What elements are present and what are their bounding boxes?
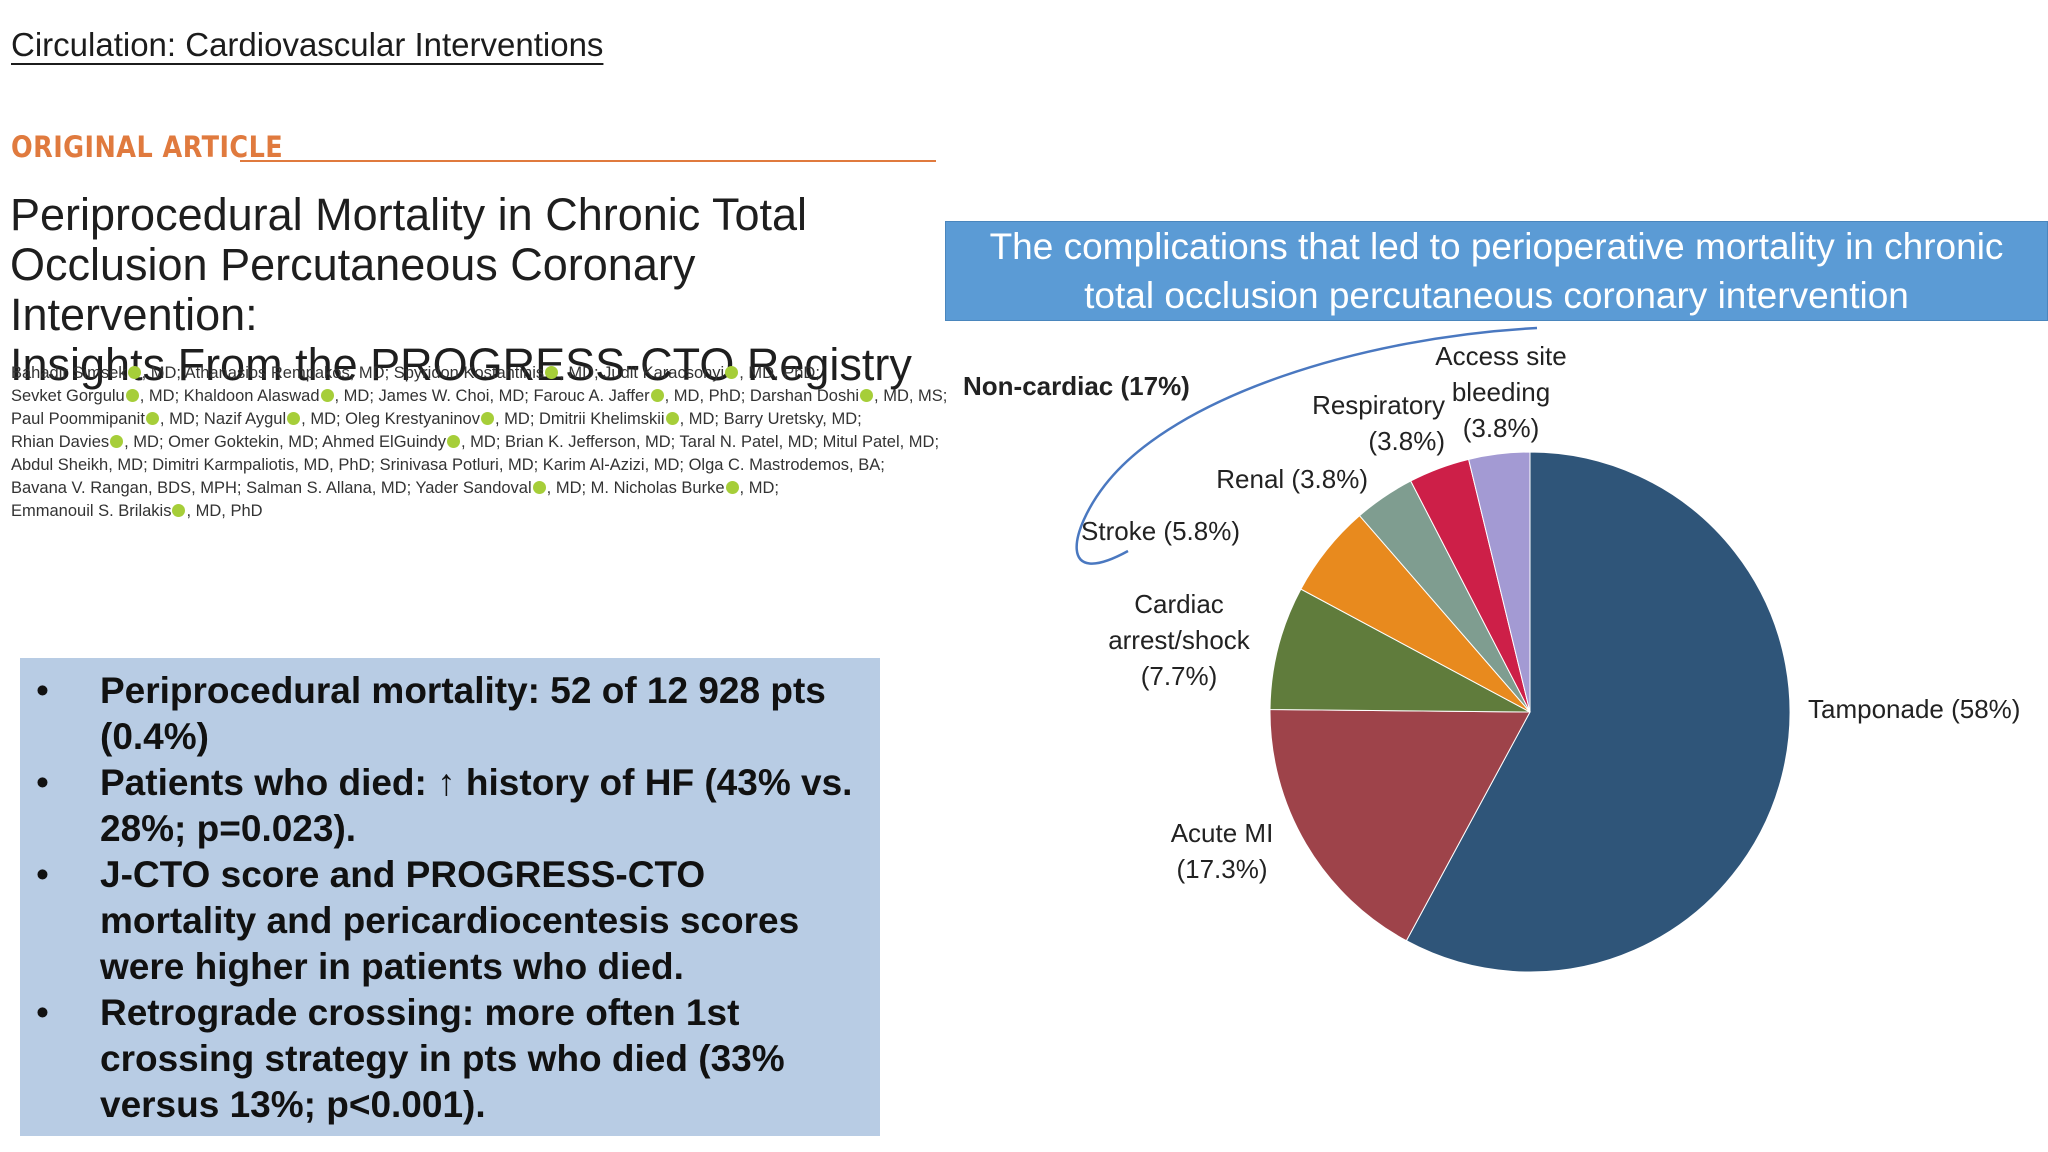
author-line: Sevket Gorgulu , MD; Khaldoon Alaswad , MD… [11, 385, 961, 408]
bullet-marker: • [36, 854, 49, 895]
orcid-icon[interactable] [127, 366, 141, 379]
author-text: , MD; Khaldoon Alaswad [139, 387, 320, 405]
orcid-icon[interactable] [545, 366, 559, 379]
author-list: Bahadir Simsek , MD; Athanasios Rempakos,… [11, 362, 961, 523]
article-title-line: Occlusion Percutaneous Coronary Interven… [10, 239, 696, 340]
pie-label-line: Respiratory [1312, 390, 1445, 420]
author-text: , MD; Nazif Aygul [159, 410, 287, 428]
author-text: , MD, PhD; Darshan Doshi [664, 387, 860, 405]
pie-slice-access-site-bleeding [1468, 451, 1531, 713]
finding-text: Retrograde crossing: more often 1st cros… [100, 992, 785, 1125]
finding-text: J-CTO score and PROGRESS-CTO mortality a… [100, 854, 800, 987]
pie-label-line: (17.3%) [1176, 854, 1267, 884]
finding-text: Periprocedural mortality: 52 of 12 928 p… [100, 670, 826, 757]
pie-slice-acute-mi [1269, 709, 1531, 942]
author-line: Rhian Davies , MD; Omer Goktekin, MD; Ahm… [11, 431, 961, 454]
orcid-icon[interactable] [860, 389, 874, 402]
pie-label-line: (3.8%) [1463, 413, 1540, 443]
article-title-line: Insights From the PROGRESS-CTO Registry [10, 339, 912, 390]
orcid-icon[interactable] [725, 366, 739, 379]
pie-label-line: Access site [1435, 341, 1567, 371]
author-text: Paul Poommipanit [11, 410, 145, 428]
author-text: , MD; Brian K. Jefferson, MD; Taral N. P… [461, 433, 940, 451]
author-text: , MD; Judit Karacsonyi [559, 364, 725, 382]
orcid-icon[interactable] [480, 412, 494, 425]
pie-label-line: (7.7%) [1141, 661, 1218, 691]
chart-title: The complications that led to perioperat… [945, 221, 2048, 321]
finding-text: Patients who died: ↑ history of HF (43% … [100, 762, 853, 849]
non-cardiac-group-label: Non-cardiac (17%) [963, 371, 1190, 401]
author-text: , MD; [739, 479, 779, 497]
orcid-icon[interactable] [532, 481, 546, 494]
author-text: , MD; Oleg Krestyaninov [301, 410, 480, 428]
pie-label-tamponade: Tamponade (58%) [1808, 694, 2020, 724]
bullet-marker: • [36, 992, 49, 1033]
finding-item: • J-CTO score and PROGRESS-CTO mortality … [20, 852, 880, 990]
finding-item: • Periprocedural mortality: 52 of 12 928 … [20, 668, 880, 760]
pie-label-line: arrest/shock [1108, 625, 1251, 655]
author-text: , MD; Barry Uretsky, MD; [679, 410, 862, 428]
pie-label-access-site-bleeding: Access site bleeding (3.8%) [1435, 341, 1567, 443]
author-text: , MD; Omer Goktekin, MD; Ahmed ElGuindy [124, 433, 446, 451]
pie-label-line: Tamponade (58%) [1808, 694, 2020, 724]
pie-label-line: bleeding [1452, 377, 1550, 407]
author-text: , MD, PhD [186, 502, 263, 520]
author-line: Bahadir Simsek , MD; Athanasios Rempakos,… [11, 362, 961, 385]
author-line: Bavana V. Rangan, BDS, MPH; Salman S. Al… [11, 477, 961, 500]
complications-pie-chart: Tamponade (58%) Acute MI (17.3%) Cardiac arr… [963, 326, 2020, 973]
author-text: Sevket Gorgulu [11, 387, 125, 405]
pie-label-acute-mi: Acute MI (17.3%) [1171, 818, 1274, 884]
orcid-icon[interactable] [172, 504, 186, 517]
author-text: , MD; M. Nicholas Burke [546, 479, 725, 497]
pie-label-line: Cardiac [1134, 589, 1224, 619]
finding-item: • Retrograde crossing: more often 1st cro… [20, 990, 880, 1128]
author-line: Emmanouil S. Brilakis , MD, PhD [11, 500, 961, 523]
bullet-marker: • [36, 762, 49, 803]
author-text: , MD, MS; [874, 387, 948, 405]
orcid-icon[interactable] [145, 412, 159, 425]
article-title: Periprocedural Mortality in Chronic Tota… [10, 190, 930, 390]
pie-label-respiratory: Respiratory (3.8%) [1312, 390, 1445, 456]
non-cardiac-bracket [1075, 326, 1538, 565]
pie-label-line: Stroke (5.8%) [1081, 516, 1240, 546]
key-findings-box: • Periprocedural mortality: 52 of 12 928 … [20, 658, 880, 1136]
pie-label-line: (3.8%) [1368, 426, 1445, 456]
author-text: , MD; Athanasios Rempakos, MD; Spyridon … [141, 364, 545, 382]
article-title-line: Periprocedural Mortality in Chronic Tota… [10, 189, 808, 240]
bullet-marker: • [36, 670, 49, 711]
author-text: Bahadir Simsek [11, 364, 127, 382]
author-line: Abdul Sheikh, MD; Dimitri Karmpaliotis, … [11, 454, 961, 477]
key-findings-list: • Periprocedural mortality: 52 of 12 928 … [20, 658, 880, 1128]
orcid-icon[interactable] [125, 389, 139, 402]
pie-label-line: Acute MI [1171, 818, 1274, 848]
author-line: Paul Poommipanit , MD; Nazif Aygul , MD; O… [11, 408, 961, 431]
finding-item: • Patients who died: ↑ history of HF (43%… [20, 760, 880, 852]
author-text: Abdul Sheikh, MD; Dimitri Karmpaliotis, … [11, 456, 885, 474]
section-divider [240, 160, 936, 162]
pie-label-line: Renal (3.8%) [1216, 464, 1368, 494]
author-text: Emmanouil S. Brilakis [11, 502, 172, 520]
section-label: ORIGINAL ARTICLE [11, 130, 284, 164]
orcid-icon[interactable] [447, 435, 460, 448]
author-text: , MD; James W. Choi, MD; Farouc A. Jaffe… [334, 387, 650, 405]
orcid-icon[interactable] [650, 389, 664, 402]
pie-label-cardiac-arrest-shock: Cardiac arrest/shock (7.7%) [1108, 589, 1251, 691]
orcid-icon[interactable] [110, 435, 124, 448]
pie-label-renal: Renal (3.8%) [1216, 464, 1368, 494]
pie-slice-tamponade [1405, 451, 1791, 973]
author-text: Bavana V. Rangan, BDS, MPH; Salman S. Al… [11, 479, 532, 497]
author-text: Rhian Davies [11, 433, 110, 451]
pie-slice-cardiac-arrest-shock [1269, 588, 1531, 713]
journal-name: Circulation: Cardiovascular Intervention… [11, 26, 604, 63]
pie-label-stroke: Stroke (5.8%) [1081, 516, 1240, 546]
orcid-icon[interactable] [320, 389, 334, 402]
orcid-icon[interactable] [665, 412, 679, 425]
orcid-icon[interactable] [287, 412, 301, 425]
author-text: , MD; Dmitrii Khelimskii [494, 410, 665, 428]
author-text: , MD, PhD; [739, 364, 820, 382]
orcid-icon[interactable] [725, 481, 739, 494]
